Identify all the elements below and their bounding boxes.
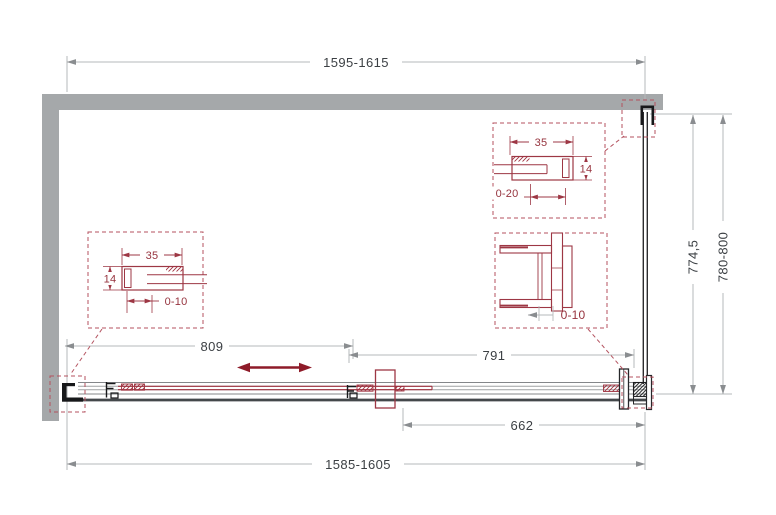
right-corner-cluster	[603, 368, 653, 411]
leader-left	[69, 328, 103, 376]
corner-fitting	[632, 381, 649, 398]
leader-top-right	[604, 135, 625, 152]
center-roller-mechanism	[346, 369, 405, 409]
dim-side-range: 780-800	[716, 232, 731, 283]
label-bg	[310, 54, 402, 70]
dim-side-width: 774,5	[686, 240, 701, 275]
detail-bottom-right-adjustment: 0-10	[561, 308, 586, 322]
dim-side-range-group: 780-800	[715, 221, 731, 293]
label-bg	[505, 417, 539, 433]
detail-box-top-right	[492, 122, 606, 219]
label-bg	[312, 456, 404, 472]
callout-right-end	[621, 376, 654, 409]
callout-left-end	[49, 375, 86, 413]
detail-left-depth: 14	[104, 274, 117, 286]
dim-side-width-group: 774,5	[685, 230, 701, 284]
detail-top-right-wall-profile: 35 14 0-20	[490, 135, 596, 205]
detail-left-width: 35	[146, 250, 159, 262]
detail-top-right-width: 35	[535, 137, 548, 149]
side-panel-top-profile	[640, 105, 655, 125]
door-handle	[374, 369, 396, 409]
callout-top-right-corner	[621, 99, 656, 138]
wall-left	[42, 94, 59, 421]
dim-bottom-fixed: 662	[511, 418, 534, 433]
dim-door-section: 809	[201, 339, 224, 354]
left-roller-mechanism	[105, 382, 145, 399]
label-bg	[195, 338, 229, 354]
label-bg	[685, 230, 701, 284]
dim-top-width: 1595-1615	[323, 55, 389, 70]
dim-bottom-width: 1585-1605	[325, 457, 391, 472]
profile-body	[121, 265, 184, 291]
glass-edge	[147, 274, 207, 285]
label-bg	[477, 347, 511, 363]
sliding-door-glass	[118, 385, 433, 391]
wall-top	[42, 94, 663, 110]
profile-body	[511, 155, 574, 181]
leader-bottom-right	[587, 328, 629, 376]
dim-fixed-section: 791	[483, 348, 506, 363]
detail-left-wall-profile: 35 14 0-10	[100, 248, 207, 313]
side-panel-glass	[640, 105, 655, 384]
slide-direction-arrow	[237, 362, 312, 373]
detail-bottom-right-post: 0-10	[499, 232, 586, 322]
detail-top-right-adjustment: 0-20	[496, 188, 519, 200]
detail-left-adjustment: 0-10	[165, 296, 188, 308]
detail-box-left	[87, 231, 204, 329]
label-bg	[715, 221, 731, 293]
detail-top-right-depth: 14	[580, 164, 593, 176]
extension-lines	[66, 56, 732, 470]
left-wall-profile	[62, 383, 83, 402]
glass-edge	[494, 164, 548, 175]
